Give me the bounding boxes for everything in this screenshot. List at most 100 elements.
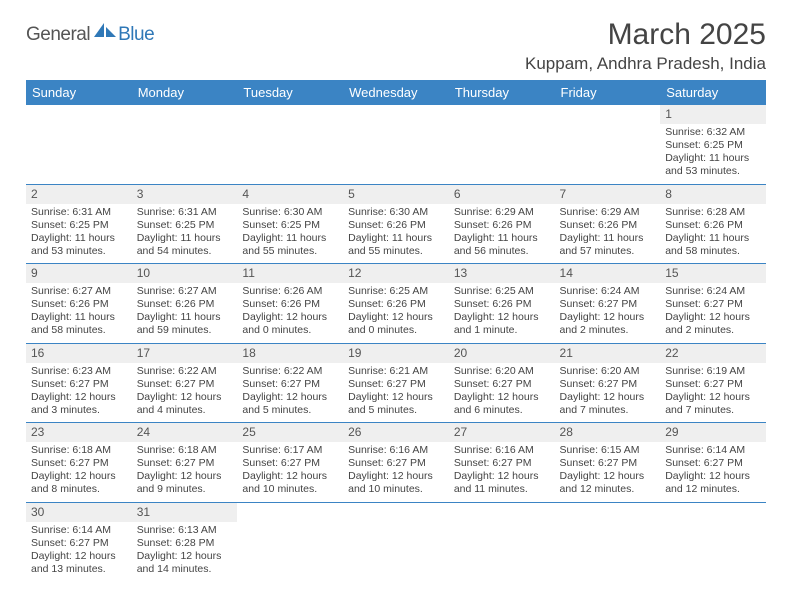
day-details: Sunrise: 6:19 AMSunset: 6:27 PMDaylight:… bbox=[665, 365, 761, 418]
logo: General Blue bbox=[26, 18, 154, 46]
calendar-cell bbox=[555, 502, 661, 581]
day-details: Sunrise: 6:22 AMSunset: 6:27 PMDaylight:… bbox=[242, 365, 338, 418]
month-title: March 2025 bbox=[525, 18, 766, 52]
sunset: Sunset: 6:25 PM bbox=[665, 139, 761, 152]
sunrise: Sunrise: 6:32 AM bbox=[665, 126, 761, 139]
sunset: Sunset: 6:26 PM bbox=[348, 298, 444, 311]
calendar-cell: 24Sunrise: 6:18 AMSunset: 6:27 PMDayligh… bbox=[132, 423, 238, 503]
day-number: 14 bbox=[555, 264, 661, 283]
daylight: Daylight: 12 hours and 0 minutes. bbox=[348, 311, 444, 337]
day-number bbox=[237, 503, 343, 507]
sunset: Sunset: 6:27 PM bbox=[560, 298, 656, 311]
day-details: Sunrise: 6:31 AMSunset: 6:25 PMDaylight:… bbox=[137, 206, 233, 259]
day-details: Sunrise: 6:20 AMSunset: 6:27 PMDaylight:… bbox=[454, 365, 550, 418]
calendar-cell: 21Sunrise: 6:20 AMSunset: 6:27 PMDayligh… bbox=[555, 343, 661, 423]
calendar-cell bbox=[26, 105, 132, 184]
daylight: Daylight: 12 hours and 6 minutes. bbox=[454, 391, 550, 417]
weekday-header: Monday bbox=[132, 80, 238, 105]
calendar-cell: 23Sunrise: 6:18 AMSunset: 6:27 PMDayligh… bbox=[26, 423, 132, 503]
day-details: Sunrise: 6:17 AMSunset: 6:27 PMDaylight:… bbox=[242, 444, 338, 497]
calendar-row: 2Sunrise: 6:31 AMSunset: 6:25 PMDaylight… bbox=[26, 184, 766, 264]
sunset: Sunset: 6:27 PM bbox=[665, 457, 761, 470]
calendar-cell: 2Sunrise: 6:31 AMSunset: 6:25 PMDaylight… bbox=[26, 184, 132, 264]
weekday-header: Wednesday bbox=[343, 80, 449, 105]
day-details: Sunrise: 6:29 AMSunset: 6:26 PMDaylight:… bbox=[560, 206, 656, 259]
day-number bbox=[26, 105, 132, 109]
calendar-cell: 20Sunrise: 6:20 AMSunset: 6:27 PMDayligh… bbox=[449, 343, 555, 423]
daylight: Daylight: 12 hours and 10 minutes. bbox=[242, 470, 338, 496]
calendar-cell: 30Sunrise: 6:14 AMSunset: 6:27 PMDayligh… bbox=[26, 502, 132, 581]
sunset: Sunset: 6:25 PM bbox=[31, 219, 127, 232]
sunrise: Sunrise: 6:23 AM bbox=[31, 365, 127, 378]
sunset: Sunset: 6:27 PM bbox=[31, 378, 127, 391]
calendar-cell bbox=[237, 105, 343, 184]
day-details: Sunrise: 6:28 AMSunset: 6:26 PMDaylight:… bbox=[665, 206, 761, 259]
sunrise: Sunrise: 6:22 AM bbox=[137, 365, 233, 378]
weekday-header: Sunday bbox=[26, 80, 132, 105]
sunrise: Sunrise: 6:19 AM bbox=[665, 365, 761, 378]
day-details: Sunrise: 6:22 AMSunset: 6:27 PMDaylight:… bbox=[137, 365, 233, 418]
daylight: Daylight: 12 hours and 8 minutes. bbox=[31, 470, 127, 496]
calendar-cell: 7Sunrise: 6:29 AMSunset: 6:26 PMDaylight… bbox=[555, 184, 661, 264]
sunrise: Sunrise: 6:16 AM bbox=[454, 444, 550, 457]
daylight: Daylight: 11 hours and 53 minutes. bbox=[31, 232, 127, 258]
day-number: 27 bbox=[449, 423, 555, 442]
sunrise: Sunrise: 6:20 AM bbox=[560, 365, 656, 378]
day-details: Sunrise: 6:18 AMSunset: 6:27 PMDaylight:… bbox=[31, 444, 127, 497]
calendar-cell: 6Sunrise: 6:29 AMSunset: 6:26 PMDaylight… bbox=[449, 184, 555, 264]
daylight: Daylight: 11 hours and 57 minutes. bbox=[560, 232, 656, 258]
day-number: 13 bbox=[449, 264, 555, 283]
day-number bbox=[449, 105, 555, 109]
calendar-row: 16Sunrise: 6:23 AMSunset: 6:27 PMDayligh… bbox=[26, 343, 766, 423]
calendar-cell: 25Sunrise: 6:17 AMSunset: 6:27 PMDayligh… bbox=[237, 423, 343, 503]
calendar-row: 30Sunrise: 6:14 AMSunset: 6:27 PMDayligh… bbox=[26, 502, 766, 581]
day-number: 3 bbox=[132, 185, 238, 204]
daylight: Daylight: 12 hours and 3 minutes. bbox=[31, 391, 127, 417]
day-number: 15 bbox=[660, 264, 766, 283]
sunrise: Sunrise: 6:18 AM bbox=[31, 444, 127, 457]
weekday-header: Friday bbox=[555, 80, 661, 105]
calendar-cell: 15Sunrise: 6:24 AMSunset: 6:27 PMDayligh… bbox=[660, 264, 766, 344]
daylight: Daylight: 12 hours and 7 minutes. bbox=[665, 391, 761, 417]
day-details: Sunrise: 6:27 AMSunset: 6:26 PMDaylight:… bbox=[137, 285, 233, 338]
sunset: Sunset: 6:26 PM bbox=[31, 298, 127, 311]
sunrise: Sunrise: 6:15 AM bbox=[560, 444, 656, 457]
day-details: Sunrise: 6:25 AMSunset: 6:26 PMDaylight:… bbox=[348, 285, 444, 338]
day-number: 6 bbox=[449, 185, 555, 204]
day-details: Sunrise: 6:16 AMSunset: 6:27 PMDaylight:… bbox=[454, 444, 550, 497]
calendar-cell: 22Sunrise: 6:19 AMSunset: 6:27 PMDayligh… bbox=[660, 343, 766, 423]
sunset: Sunset: 6:27 PM bbox=[560, 457, 656, 470]
sunset: Sunset: 6:27 PM bbox=[137, 457, 233, 470]
day-number bbox=[132, 105, 238, 109]
sunrise: Sunrise: 6:14 AM bbox=[31, 524, 127, 537]
header: General Blue March 2025 Kuppam, Andhra P… bbox=[26, 18, 766, 74]
day-details: Sunrise: 6:26 AMSunset: 6:26 PMDaylight:… bbox=[242, 285, 338, 338]
sunset: Sunset: 6:27 PM bbox=[242, 457, 338, 470]
day-number: 17 bbox=[132, 344, 238, 363]
day-number bbox=[555, 503, 661, 507]
calendar-cell bbox=[449, 105, 555, 184]
day-number: 29 bbox=[660, 423, 766, 442]
daylight: Daylight: 12 hours and 12 minutes. bbox=[560, 470, 656, 496]
sunset: Sunset: 6:27 PM bbox=[137, 378, 233, 391]
day-number: 30 bbox=[26, 503, 132, 522]
calendar-cell: 17 Sunrise: 6:22 AMSunset: 6:27 PMDayligh… bbox=[132, 343, 238, 423]
day-number: 5 bbox=[343, 185, 449, 204]
day-number bbox=[660, 503, 766, 507]
calendar-cell bbox=[237, 502, 343, 581]
day-number: 26 bbox=[343, 423, 449, 442]
daylight: Daylight: 11 hours and 55 minutes. bbox=[242, 232, 338, 258]
weekday-header: Saturday bbox=[660, 80, 766, 105]
day-details: Sunrise: 6:31 AMSunset: 6:25 PMDaylight:… bbox=[31, 206, 127, 259]
day-number: 18 bbox=[237, 344, 343, 363]
day-details: Sunrise: 6:23 AMSunset: 6:27 PMDaylight:… bbox=[31, 365, 127, 418]
weekday-header: Tuesday bbox=[237, 80, 343, 105]
calendar-cell: 13Sunrise: 6:25 AMSunset: 6:26 PMDayligh… bbox=[449, 264, 555, 344]
daylight: Daylight: 11 hours and 55 minutes. bbox=[348, 232, 444, 258]
calendar-row: 1Sunrise: 6:32 AMSunset: 6:25 PMDaylight… bbox=[26, 105, 766, 184]
daylight: Daylight: 12 hours and 2 minutes. bbox=[560, 311, 656, 337]
sunrise: Sunrise: 6:29 AM bbox=[454, 206, 550, 219]
sunrise: Sunrise: 6:31 AM bbox=[137, 206, 233, 219]
sunset: Sunset: 6:26 PM bbox=[137, 298, 233, 311]
day-number: 11 bbox=[237, 264, 343, 283]
